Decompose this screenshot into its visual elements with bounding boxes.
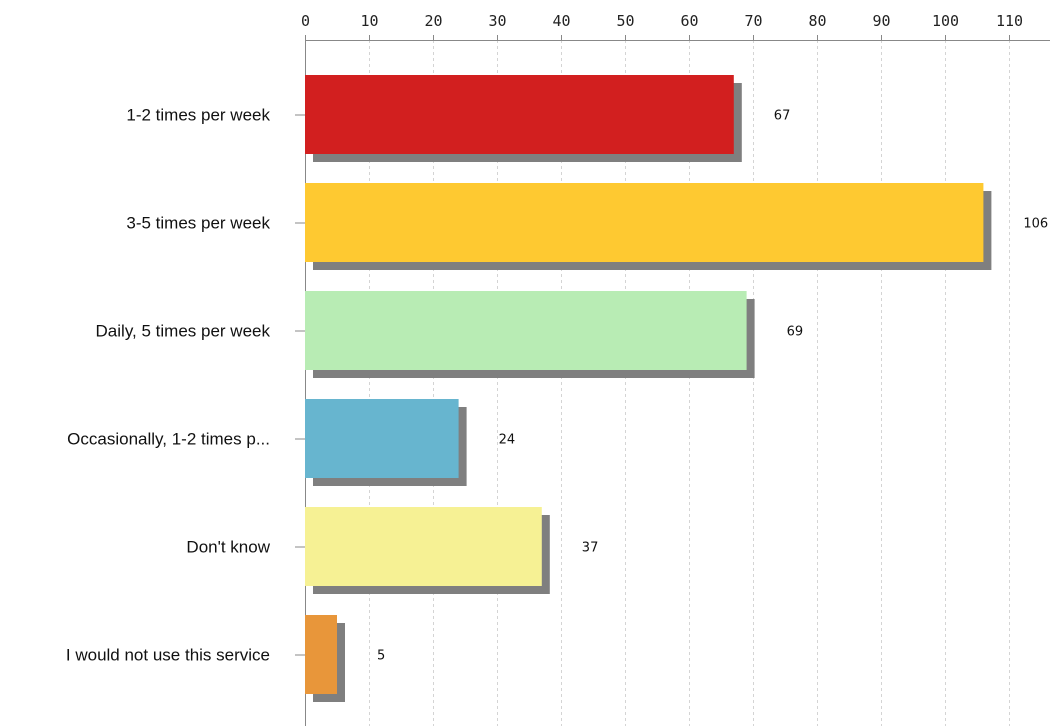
x-tick-label: 80 [808, 12, 826, 30]
category-label: 3-5 times per week [126, 214, 270, 233]
category-label: Occasionally, 1-2 times p... [67, 430, 270, 449]
x-tick-label: 10 [360, 12, 378, 30]
bars [305, 75, 992, 702]
category-label: Don't know [186, 538, 270, 557]
value-label: 24 [499, 433, 516, 448]
x-tick-label: 40 [552, 12, 570, 30]
value-label: 69 [787, 325, 804, 340]
x-tick-label: 50 [616, 12, 634, 30]
category-label: Daily, 5 times per week [96, 322, 271, 341]
x-tick-label: 100 [932, 12, 959, 30]
bar [305, 399, 459, 478]
value-label: 37 [582, 541, 599, 556]
category-label: I would not use this service [66, 646, 270, 665]
axes [295, 35, 1050, 726]
x-tick-label: 30 [488, 12, 506, 30]
bar [305, 507, 542, 586]
value-label: 106 [1023, 217, 1048, 232]
x-tick-label: 0 [301, 12, 310, 30]
x-tick-label: 20 [424, 12, 442, 30]
bar [305, 183, 984, 262]
x-tick-label: 60 [680, 12, 698, 30]
labels: 0 10 20 30 40 50 60 70 80 90 100 110 1-2 times per w… [66, 12, 1048, 665]
bar [305, 291, 747, 370]
category-label: 1-2 times per week [126, 106, 270, 125]
value-label: 5 [377, 649, 385, 664]
x-tick-label: 110 [996, 12, 1023, 30]
value-label: 67 [774, 109, 791, 124]
x-tick-label: 90 [872, 12, 890, 30]
x-tick-label: 70 [744, 12, 762, 30]
bar [305, 75, 734, 154]
bar [305, 615, 337, 694]
